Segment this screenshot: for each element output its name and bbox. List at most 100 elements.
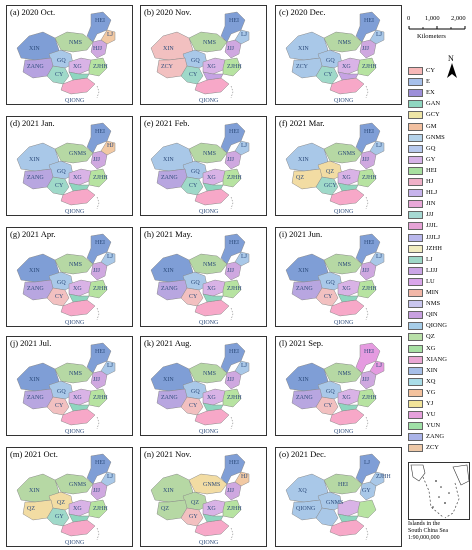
region-label: QIONG — [334, 320, 354, 326]
region-label: XG — [342, 175, 351, 181]
legend-item: GAN — [408, 99, 470, 109]
region-label: LJ — [376, 32, 383, 38]
legend-label: JZHH — [426, 244, 442, 252]
region-label: XG — [342, 286, 351, 292]
map-region — [16, 142, 60, 172]
region-label: GQ — [57, 58, 66, 64]
map-panel: (i) 2021 Jun. XIN GQ NMS HEI LJ JJJ ZANG CY XG ZJH… — [275, 227, 402, 327]
map-region — [54, 253, 94, 275]
china-region-map: XIN GQ NMS HEI LJ JJJ ZANG CY XG ZJHH QIONG — [150, 122, 250, 215]
legend-swatch — [408, 422, 423, 431]
map-region — [86, 233, 112, 265]
map-region — [194, 408, 230, 426]
legend-item: QZ — [408, 332, 470, 342]
map-region — [194, 77, 230, 95]
panel-title: (m) 2021 Oct. — [10, 449, 58, 459]
island-boundary — [96, 307, 100, 321]
region-label: ZJHH — [362, 64, 377, 70]
map-region — [202, 513, 224, 523]
legend-swatch — [408, 377, 423, 386]
inset-caption-line-3: 1:90,000,000 — [408, 535, 440, 541]
map-region — [68, 293, 90, 303]
map-region — [224, 261, 242, 281]
map-region — [90, 39, 108, 59]
map-panel: (e) 2021 Feb. XIN GQ NMS HEI LJ JJJ ZANG CY XG ZJH… — [140, 116, 267, 216]
south-china-sea-inset — [408, 462, 470, 520]
map-panel: (k) 2021 Aug. XIN GQ NMS HEI LJ JJJ ZANG CY XG ZJH… — [140, 336, 267, 436]
china-region-map: XIN GQ NMS HEI LJ HJJ ZANG CY XG ZJHH QIONG — [16, 11, 116, 104]
legend-item: ZANG — [408, 432, 470, 442]
legend-swatch — [408, 322, 423, 331]
region-label: JJJ — [93, 377, 101, 383]
china-region-map: XIN GQ NMS HEI LJ JJJ ZANG CY XG ZJHH QIONG — [150, 342, 250, 435]
region-label: QIONG — [199, 429, 219, 435]
map-region — [54, 31, 94, 53]
region-label: HJ — [107, 143, 114, 149]
island-boundary — [365, 196, 369, 210]
region-label: GQ — [57, 169, 66, 175]
map-panel: (l) 2021 Sep. XIN GQ NMS HEI LJ JJJ ZANG CY XG ZJH… — [275, 336, 402, 436]
region-label: XG — [73, 506, 82, 512]
map-region — [60, 77, 96, 95]
region-label: XIN — [29, 377, 40, 383]
region-label: GNMS — [326, 500, 343, 506]
map-region — [68, 513, 90, 523]
legend-swatch — [408, 233, 423, 242]
map-region — [337, 71, 359, 81]
region-label: JJJ — [362, 157, 370, 163]
island-boundary — [230, 527, 234, 541]
map-region — [188, 142, 228, 164]
map-region — [188, 473, 228, 495]
region-label: NMS — [338, 262, 351, 268]
region-label: QZ — [57, 500, 65, 506]
legend-swatch — [408, 344, 423, 353]
legend-swatch — [408, 111, 423, 120]
map-region — [359, 481, 377, 501]
island-boundary — [96, 416, 100, 430]
map-region — [234, 29, 250, 45]
legend-item: GQ — [408, 144, 470, 154]
region-label: ZJHH — [93, 506, 108, 512]
map-region — [86, 11, 112, 43]
map-region — [194, 188, 230, 206]
region-label: GQ — [191, 389, 200, 395]
legend-swatch — [408, 133, 423, 142]
legend-label: YU — [426, 411, 436, 419]
region-label: NMS — [203, 40, 216, 46]
legend-item: LJJJ — [408, 266, 470, 276]
region-label: XIN — [163, 488, 174, 494]
legend-label: XQ — [426, 377, 436, 385]
region-label: HEI — [95, 129, 105, 135]
south-china-sea-inset-map — [410, 464, 470, 519]
region-label: GY — [362, 488, 371, 494]
map-region — [16, 473, 60, 503]
legend-item: JJJLJ — [408, 233, 470, 243]
map-region — [188, 31, 228, 53]
panel-title: (d) 2021 Jan. — [10, 118, 55, 128]
region-label: XIN — [163, 157, 174, 163]
map-region — [357, 279, 377, 299]
region-label: QZ — [191, 500, 199, 506]
map-region — [222, 168, 242, 188]
panel-title: (g) 2021 Apr. — [10, 229, 56, 239]
map-region — [323, 253, 363, 275]
map-region — [100, 140, 116, 156]
map-region — [88, 388, 108, 408]
legend-label: E — [426, 78, 430, 86]
region-label: XG — [207, 175, 216, 181]
legend-item: XIN — [408, 366, 470, 376]
region-label: QZ — [326, 169, 334, 175]
legend-label: XIN — [426, 366, 438, 374]
panel-title: (o) 2021 Dec. — [279, 449, 326, 459]
region-label: ZCY — [161, 64, 174, 70]
legend-label: GM — [426, 122, 437, 130]
legend-swatch — [408, 333, 423, 342]
region-label: CY — [324, 72, 333, 78]
region-label: CY — [189, 403, 198, 409]
map-region — [188, 362, 228, 384]
region-label: QZ — [161, 506, 169, 512]
region-label: HEI — [229, 460, 239, 466]
region-label: ZANG — [27, 286, 44, 292]
region-label: HEI — [364, 349, 374, 355]
region-label: ZJHH — [227, 175, 242, 181]
